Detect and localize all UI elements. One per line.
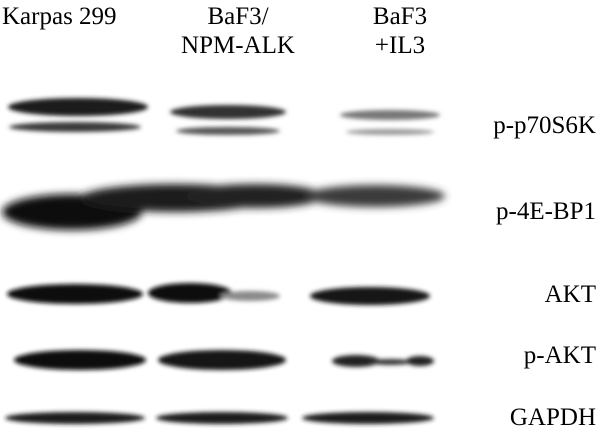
lane-label-karpas-299: Karpas 299 (2, 2, 160, 31)
band-pakt-lane2 (158, 350, 286, 370)
blot-row-4ebp1 (2, 184, 445, 230)
band-4ebp1-lane2-right (185, 184, 325, 208)
protein-label-4ebp1: p-4E-BP1 (496, 198, 596, 225)
blot-row-pakt (14, 350, 434, 370)
band-akt-lane1 (7, 284, 143, 304)
band-akt-lane2 (148, 283, 232, 303)
blot-row-akt (7, 283, 430, 305)
band-pakt-lane3-left (332, 355, 380, 367)
lane-label-line2: +IL3 (374, 32, 426, 59)
band-p70s6k-lane2-lower (176, 127, 280, 135)
band-p70s6k-lane2-upper (170, 105, 286, 119)
protein-label-pakt: p-AKT (523, 342, 596, 369)
band-gapdh-lane1 (5, 412, 145, 424)
band-pakt-lane3-mid (368, 359, 412, 365)
band-p70s6k-lane1-lower (9, 122, 141, 132)
band-p70s6k-lane3-lower (346, 129, 434, 135)
blot-row-gapdh (5, 412, 434, 424)
blot-row-p70s6k (8, 98, 440, 135)
band-akt-lane2-tail (220, 291, 280, 301)
protein-label-akt: AKT (544, 281, 596, 308)
band-pakt-lane3-right (406, 356, 434, 366)
band-pakt-lane1 (14, 350, 146, 370)
band-gapdh-lane3 (302, 412, 434, 424)
band-p70s6k-lane1-upper (8, 98, 148, 116)
lane-label-line1: BaF3 (372, 3, 428, 30)
protein-label-p70s6k: p-p70S6K (493, 112, 596, 139)
lane-label-baf3-il3: BaF3 +IL3 (340, 2, 460, 60)
lane-label-line2: NPM-ALK (181, 32, 295, 59)
lane-label-line1: Karpas 299 (2, 3, 117, 30)
band-p70s6k-lane3-upper (340, 110, 440, 120)
lane-label-line1: BaF3/ (207, 3, 269, 30)
band-4ebp1-lane3 (305, 185, 445, 207)
protein-label-gapdh: GAPDH (509, 404, 596, 431)
band-akt-lane3 (310, 287, 430, 305)
band-gapdh-lane2 (156, 412, 288, 424)
lane-label-baf3-npm-alk: BaF3/ NPM-ALK (158, 2, 318, 60)
